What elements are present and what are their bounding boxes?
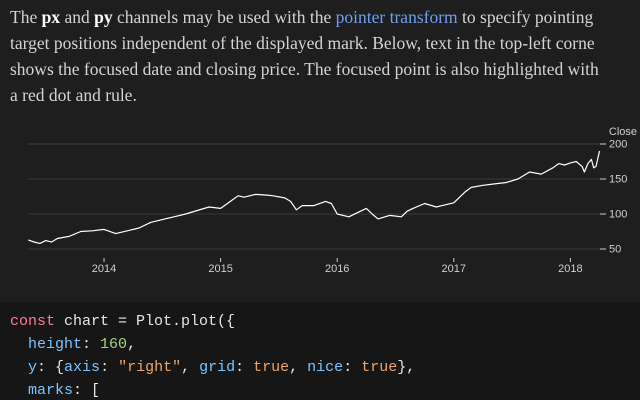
property: marks [28,382,74,399]
text: channels may be used with the [112,7,336,27]
code [10,382,28,399]
keyword: const [10,313,56,330]
code: : [82,336,101,353]
y-tick-label: 100 [609,208,627,220]
code: chart = Plot.plot({ [55,313,236,330]
code: , [289,359,308,376]
code: , [181,359,200,376]
x-tick-label: 2015 [208,263,232,275]
x-tick-label: 2017 [442,263,466,275]
text: shows the focused date and closing price… [10,59,599,79]
paragraph-line: target positions independent of the disp… [10,30,640,56]
number: 160 [100,336,128,353]
paragraph-line: a red dot and rule. [10,82,640,108]
text: to specify pointing [457,7,594,27]
y-tick-label: 150 [609,173,627,185]
paragraph-line: shows the focused date and closing price… [10,56,640,82]
link[interactable]: pointer transform [335,7,458,27]
code: , [127,336,137,353]
string: "right" [118,359,182,376]
bold-text: py [94,7,113,27]
text: a red dot and rule. [10,85,137,105]
code: : [100,359,119,376]
property: grid [199,359,236,376]
code-line: height: 160, [10,333,630,356]
literal: true [361,359,398,376]
literal: true [253,359,290,376]
paragraph: The px and py channels may be used with … [10,4,640,108]
y-axis-label: Close [609,126,637,138]
property: nice [307,359,344,376]
code-block: const chart = Plot.plot({ height: 160, y… [0,302,640,400]
y-tick-label: 200 [609,138,627,150]
bold-text: px [41,7,61,27]
property: y [28,359,38,376]
code-line: marks: [ [10,379,630,400]
text: target positions independent of the disp… [10,33,595,53]
code: }, [397,359,416,376]
code [10,336,28,353]
code-line: const chart = Plot.plot({ [10,310,630,333]
x-tick-label: 2014 [92,263,116,275]
x-tick-label: 2018 [558,263,582,275]
y-tick-label: 50 [609,243,621,255]
code: : [343,359,362,376]
code-line: y: {axis: "right", grid: true, nice: tru… [10,356,630,379]
code: : { [37,359,65,376]
line [28,150,601,244]
code: : [ [73,382,101,399]
property: axis [64,359,101,376]
text: The [10,7,42,27]
chart: Close 50 100 150 200 2014 2015 2016 2017 2018 [28,126,637,275]
x-tick-label: 2016 [325,263,349,275]
text: and [60,7,95,27]
code: : [235,359,254,376]
paragraph-line: The px and py channels may be used with … [10,4,640,30]
code [10,359,28,376]
property: height [28,336,83,353]
